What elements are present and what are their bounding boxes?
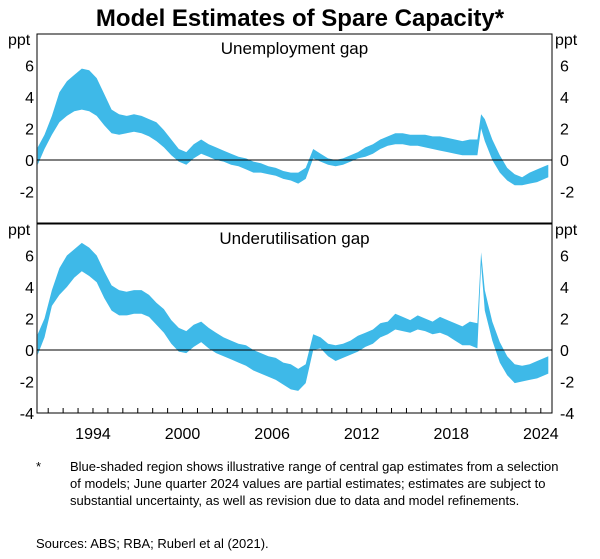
y-tick-label-left: 2 xyxy=(25,312,34,329)
y-unit-left: ppt xyxy=(8,222,31,239)
y-tick-label-right: -4 xyxy=(560,406,574,423)
panel-frame xyxy=(36,223,553,414)
y-tick-label-right: -2 xyxy=(560,375,574,392)
range-band xyxy=(37,68,549,186)
x-tick-label: 2018 xyxy=(433,426,469,443)
y-tick-label-left: 4 xyxy=(25,280,34,297)
panel-1: Unemployment gap ppt ppt -2 -2 0 0 2 2 4 4 6 6 xyxy=(8,32,578,224)
y-tick-label-left: -2 xyxy=(20,375,34,392)
y-tick-label-left: 2 xyxy=(25,122,34,139)
y-unit-right: ppt xyxy=(555,222,578,239)
y-unit-right: ppt xyxy=(555,32,578,49)
y-tick-label-left: -2 xyxy=(20,185,34,202)
panel-2: Underutilisation gap ppt ppt -4 -4 -2 -2 0 0 2 2 4 4… xyxy=(8,222,578,443)
y-unit-left: ppt xyxy=(8,32,31,49)
panel-frame xyxy=(36,33,553,224)
y-tick-label-right: 4 xyxy=(560,90,569,107)
x-tick-label: 1994 xyxy=(75,426,111,443)
y-tick-label-right: 6 xyxy=(560,249,569,266)
y-tick-label-right: -2 xyxy=(560,185,574,202)
y-tick-label-left: 6 xyxy=(25,59,34,76)
chart-title: Model Estimates of Spare Capacity* xyxy=(96,5,505,32)
x-tick-label: 2000 xyxy=(165,426,201,443)
y-tick-label-right: 4 xyxy=(560,280,569,297)
x-tick-label: 2012 xyxy=(344,426,380,443)
y-tick-label-right: 2 xyxy=(560,312,569,329)
y-tick-label-right: 6 xyxy=(560,59,569,76)
x-tick-label: 2006 xyxy=(254,426,290,443)
y-tick-label-left: 6 xyxy=(25,249,34,266)
y-tick-label-right: 0 xyxy=(560,343,569,360)
panel-title: Unemployment gap xyxy=(221,39,368,58)
y-tick-label-left: 4 xyxy=(25,90,34,107)
y-tick-label-left: 0 xyxy=(25,153,34,170)
footnote-text: Blue-shaded region shows illustrative ra… xyxy=(70,459,559,508)
panel-title: Underutilisation gap xyxy=(219,229,369,248)
range-band xyxy=(37,242,549,391)
y-tick-label-right: 0 xyxy=(560,153,569,170)
x-tick-label: 2024 xyxy=(523,426,559,443)
y-tick-label-left: -4 xyxy=(20,406,34,423)
y-tick-label-left: 0 xyxy=(25,343,34,360)
y-tick-label-right: 2 xyxy=(560,122,569,139)
sources-text: Sources: ABS; RBA; Ruberl et al (2021). xyxy=(36,536,269,551)
footnote-marker: * xyxy=(36,459,42,474)
